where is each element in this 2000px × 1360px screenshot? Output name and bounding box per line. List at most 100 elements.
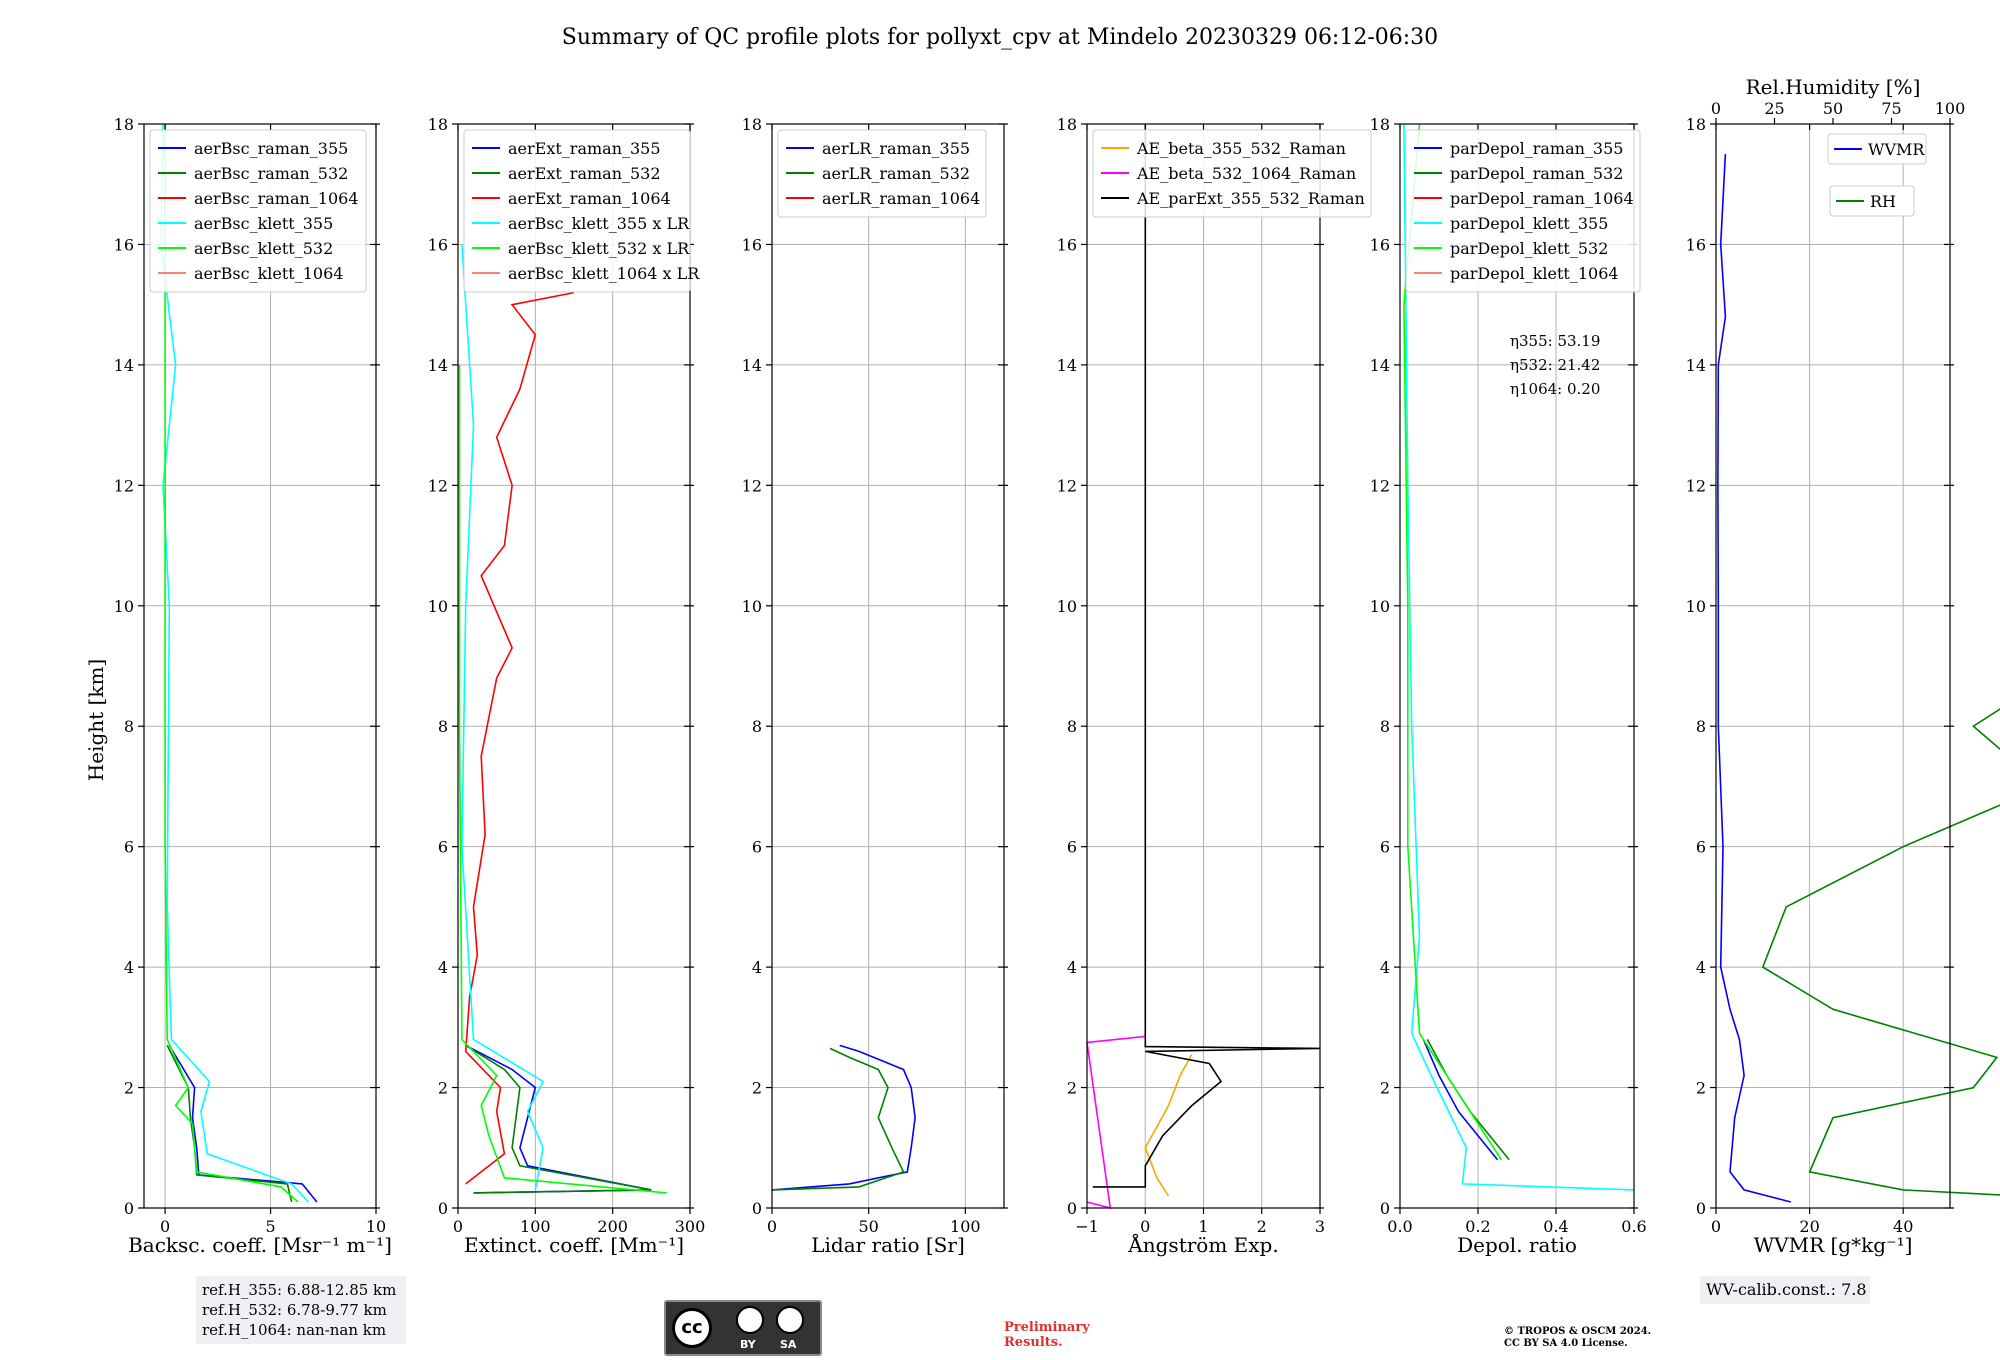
ref-height-532: ref.H_532: 6.78-9.77 km — [202, 1301, 387, 1319]
legend-label: aerBsc_raman_532 — [194, 164, 348, 183]
ref-height-355: ref.H_355: 6.88-12.85 km — [202, 1281, 397, 1299]
series-RH — [1761, 708, 2000, 1196]
y-tick-label: 6 — [1067, 838, 1077, 857]
legend-label: aerBsc_klett_532 x LR — [508, 239, 690, 258]
y-tick-label: 14 — [1686, 356, 1706, 375]
legend: aerBsc_raman_355 aerBsc_raman_532 aerBsc_r… — [149, 129, 367, 293]
series-aerExt_raman_532 — [465, 1044, 652, 1194]
copyright-line-2: CC BY SA 4.0 License. — [1504, 1338, 1628, 1349]
x2-axis-label: Rel.Humidity [%] — [1746, 75, 1921, 99]
y-tick-label: 10 — [114, 597, 134, 616]
y-tick-label: 16 — [114, 235, 134, 254]
y-tick-label: 4 — [1380, 958, 1390, 977]
legend-label: aerBsc_raman_1064 — [194, 189, 359, 208]
legend-box — [777, 129, 987, 218]
plot-frame — [1399, 123, 1635, 1209]
series-parDepol_raman_532 — [1426, 1039, 1510, 1161]
y-tick-label: 2 — [1380, 1079, 1390, 1098]
legend-label: aerLR_raman_355 — [822, 139, 970, 158]
panel-3: 0 50 100 0 2 4 6 8 10 12 14 16 18 Lidar ratio [Sr] aer… — [742, 115, 1008, 1257]
legend: aerExt_raman_355 aerExt_raman_532 aerExt_r… — [463, 129, 700, 293]
y-tick-label: 16 — [1686, 235, 1706, 254]
x-tick-label: 0.4 — [1543, 1217, 1568, 1236]
cc-license-badge: cc BY SA — [664, 1300, 822, 1356]
eta-532: η532: 21.42 — [1510, 356, 1600, 374]
series-aerBsc_klett_355 x LR — [461, 244, 545, 1191]
series-AE_beta_355_532_Raman — [1144, 1054, 1193, 1197]
y-tick-label: 2 — [1696, 1079, 1706, 1098]
legend-label: parDepol_raman_1064 — [1450, 189, 1634, 208]
y-tick-label: 12 — [1057, 476, 1077, 495]
legend-box — [1829, 185, 1915, 217]
legend-label: parDepol_raman_532 — [1450, 164, 1623, 183]
plot-frame — [1715, 123, 1951, 1209]
y-axis-label: Height [km] — [84, 659, 108, 781]
x-tick-label: 100 — [950, 1217, 981, 1236]
series-aerBsc_raman_355 — [168, 1044, 318, 1203]
y-tick-label: 12 — [742, 476, 762, 495]
legend-label: aerLR_raman_1064 — [822, 189, 980, 208]
series-WVMR — [1717, 154, 1792, 1203]
y-tick-label: 10 — [1370, 597, 1390, 616]
eta-1064: η1064: 0.20 — [1510, 380, 1600, 398]
legend-box — [1092, 129, 1372, 218]
series-aerBsc_klett_532 — [164, 124, 299, 1203]
legend-label: aerBsc_raman_355 — [194, 139, 348, 158]
x-tick-label: 0.2 — [1465, 1217, 1490, 1236]
y-tick-label: 4 — [1067, 958, 1077, 977]
x2-tick-label: 25 — [1764, 99, 1784, 118]
x-tick-label: 0.0 — [1387, 1217, 1412, 1236]
legend-entry: RH — [1829, 185, 1915, 217]
series-aerBsc_klett_532 x LR — [458, 364, 667, 1194]
y-tick-label: 8 — [752, 717, 762, 736]
y-tick-label: 12 — [1370, 476, 1390, 495]
x-tick-label: 40 — [1893, 1217, 1913, 1236]
x-tick-label: 0 — [1140, 1217, 1150, 1236]
legend-label: parDepol_klett_355 — [1450, 214, 1608, 233]
y-tick-label: 0 — [752, 1199, 762, 1218]
x-tick-label: 2 — [1257, 1217, 1267, 1236]
x-tick-label: 3 — [1315, 1217, 1325, 1236]
plot-frame — [771, 123, 1005, 1209]
x-tick-label: 0 — [1711, 1217, 1721, 1236]
plot-frame — [457, 123, 691, 1209]
x-tick-label: 10 — [366, 1217, 386, 1236]
y-tick-label: 6 — [752, 838, 762, 857]
y-tick-label: 6 — [1380, 838, 1390, 857]
series-aerBsc_klett_355 — [160, 123, 310, 1203]
y-tick-label: 6 — [438, 838, 448, 857]
y-tick-label: 0 — [1067, 1199, 1077, 1218]
x-tick-label: 20 — [1799, 1217, 1819, 1236]
y-tick-label: 12 — [1686, 476, 1706, 495]
y-tick-label: 14 — [428, 356, 448, 375]
x-tick-label: 0 — [453, 1217, 463, 1236]
y-tick-label: 0 — [1380, 1199, 1390, 1218]
y-tick-label: 8 — [124, 717, 134, 736]
legend-label: RH — [1870, 192, 1896, 211]
ref-height-1064: ref.H_1064: nan-nan km — [202, 1321, 387, 1339]
legend-box — [149, 129, 367, 293]
series-aerLR_raman_355 — [771, 1044, 916, 1191]
y-tick-label: 18 — [428, 115, 448, 134]
y-tick-label: 18 — [1370, 115, 1390, 134]
panel-5: 0.0 0.2 0.4 0.6 0 2 4 6 8 10 12 14 16 18 Depol. ratio p… — [1370, 115, 1647, 1257]
x-axis-label: WVMR [g*kg⁻¹] — [1754, 1233, 1913, 1257]
preliminary-line-2: Results. — [1004, 1335, 1063, 1350]
legend-label: aerExt_raman_532 — [508, 164, 661, 183]
wv-calibration-box: WV-calib.const.: 7.8 — [1700, 1276, 1870, 1304]
y-tick-label: 2 — [752, 1079, 762, 1098]
copyright-line-1: © TROPOS & OSCM 2024. — [1504, 1326, 1652, 1337]
y-tick-label: 10 — [428, 597, 448, 616]
x-axis-label: Ångström Exp. — [1127, 1232, 1278, 1257]
by-icon — [736, 1306, 764, 1334]
y-tick-label: 8 — [1067, 717, 1077, 736]
y-tick-label: 4 — [438, 958, 448, 977]
x-tick-label: 300 — [675, 1217, 706, 1236]
y-tick-label: 18 — [114, 115, 134, 134]
y-tick-label: 12 — [114, 476, 134, 495]
y-tick-label: 14 — [1370, 356, 1390, 375]
y-tick-label: 16 — [428, 235, 448, 254]
y-tick-label: 6 — [124, 838, 134, 857]
